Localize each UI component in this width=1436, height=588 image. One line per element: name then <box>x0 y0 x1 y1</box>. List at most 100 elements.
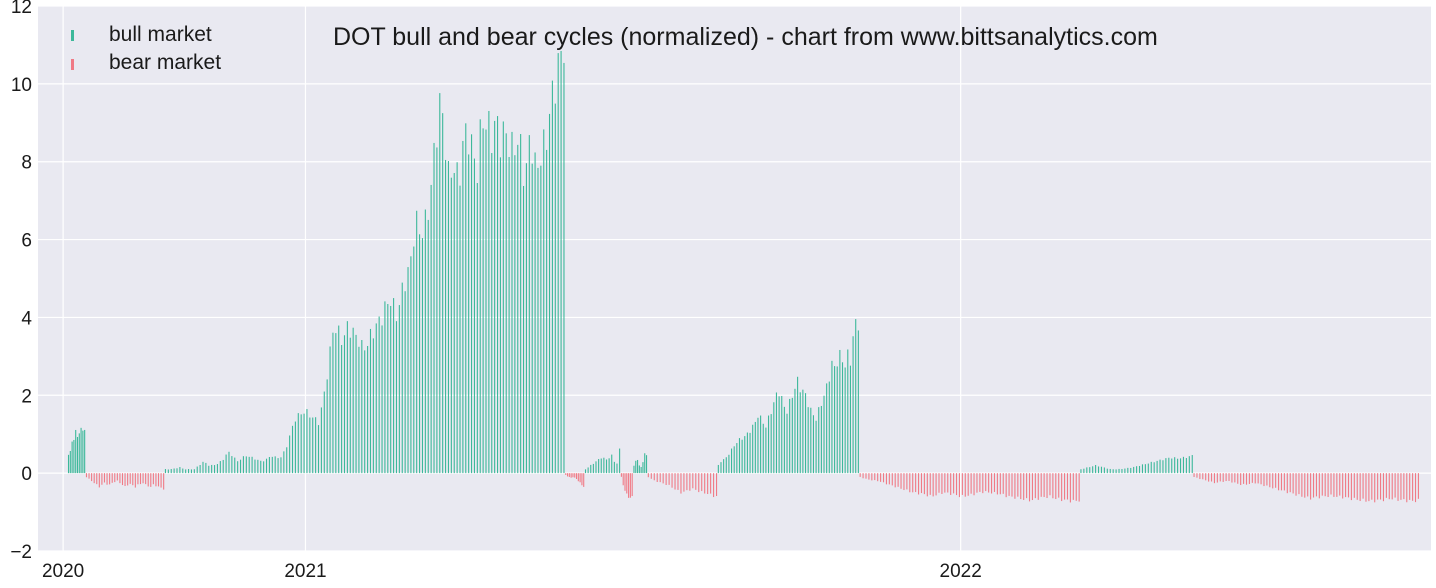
bull-bar <box>479 119 481 474</box>
bear-bar <box>1362 473 1364 499</box>
bear-bar <box>1336 473 1338 497</box>
bear-bar <box>96 473 98 485</box>
bull-bar <box>395 321 398 474</box>
bull-bar <box>836 366 838 474</box>
bull-bar <box>404 291 406 474</box>
bear-bar <box>1275 473 1277 488</box>
bear-bar <box>1251 473 1253 483</box>
bull-bar <box>231 456 233 474</box>
bull-bar <box>381 325 383 474</box>
bear-bar <box>1225 473 1227 482</box>
x-tick-label: 2020 <box>42 561 84 582</box>
bear-bar <box>958 473 960 498</box>
bear-bar <box>1052 473 1054 499</box>
bear-bar <box>918 473 920 495</box>
bull-bar <box>1097 466 1100 474</box>
bear-bar <box>157 473 160 487</box>
bull-bar <box>802 389 804 474</box>
bull-bar <box>372 338 374 474</box>
bull-bar <box>1138 465 1141 474</box>
bull-bar <box>797 376 799 474</box>
bull-bar <box>471 134 473 474</box>
bull-bar <box>193 469 195 474</box>
bear-bar <box>707 473 709 495</box>
bull-bar <box>799 392 801 474</box>
bull-bar <box>1124 468 1126 474</box>
bear-bar <box>713 473 715 498</box>
bull-bar <box>725 457 727 474</box>
bear-bar <box>1037 473 1039 500</box>
bull-bar <box>260 460 262 474</box>
bear-bar <box>620 473 622 477</box>
bull-bar <box>349 337 351 474</box>
bull-bar <box>297 413 299 474</box>
bull-bar <box>1092 466 1094 474</box>
bull-bar <box>723 459 725 474</box>
bull-bar <box>1106 468 1108 474</box>
bear-bar <box>1278 473 1280 491</box>
bear-bar <box>1193 473 1195 477</box>
bull-bar <box>1133 466 1135 474</box>
legend-bear-swatch <box>71 59 74 70</box>
bear-bar <box>1034 473 1036 499</box>
bear-bar <box>577 473 579 482</box>
bull-bar <box>326 379 328 474</box>
chart-title: DOT bull and bear cycles (normalized) - … <box>333 23 1158 51</box>
bear-bar <box>91 473 93 482</box>
bull-bar <box>375 323 377 474</box>
bull-bar <box>361 340 363 474</box>
bull-bar <box>263 461 265 474</box>
bull-bar <box>1109 468 1111 474</box>
bear-bar <box>1403 473 1405 500</box>
bear-bar <box>134 473 136 488</box>
bull-bar <box>807 407 809 474</box>
bull-bar <box>828 381 830 474</box>
bull-bar <box>520 134 522 474</box>
bull-bar <box>717 464 719 474</box>
bull-bar <box>393 298 395 474</box>
bull-bar <box>760 415 762 474</box>
bear-bar <box>1409 473 1411 500</box>
bull-bar <box>265 458 268 474</box>
bear-bar <box>947 473 949 493</box>
bear-bar <box>1388 473 1390 500</box>
bull-bar <box>80 427 82 474</box>
bear-bar <box>1289 473 1291 493</box>
bear-bar <box>1339 473 1341 496</box>
bear-bar <box>1400 473 1402 500</box>
bear-bar <box>1333 473 1335 497</box>
bull-bar <box>741 439 743 474</box>
bear-bar <box>1347 473 1350 498</box>
bear-bar <box>103 473 106 483</box>
bear-bar <box>568 473 570 477</box>
bear-bar <box>575 473 578 480</box>
bull-bar <box>300 414 302 474</box>
bull-bar <box>767 415 770 474</box>
bear-bar <box>98 473 100 488</box>
bear-bar <box>1391 473 1393 500</box>
bear-bar <box>647 473 649 478</box>
bear-bar <box>1205 473 1207 481</box>
bear-bar <box>1327 473 1329 497</box>
bull-bar <box>619 448 621 474</box>
bull-bar <box>358 346 360 474</box>
bear-bar <box>628 473 630 498</box>
bull-bar <box>442 113 444 474</box>
bear-bar <box>1368 473 1370 502</box>
bear-bar <box>692 473 694 489</box>
bull-bar <box>462 140 464 474</box>
bear-bar <box>1237 473 1239 484</box>
bear-bar <box>1397 473 1399 501</box>
bull-bar <box>508 157 510 474</box>
bear-bar <box>1216 473 1218 483</box>
bear-bar <box>704 473 706 494</box>
bull-bar <box>635 460 637 474</box>
bear-bar <box>1234 473 1236 483</box>
bull-bar <box>584 469 587 474</box>
bull-bar <box>378 316 380 474</box>
bull-bar <box>401 282 403 474</box>
bear-bar <box>1359 473 1361 502</box>
bars <box>67 50 1419 503</box>
bear-bar <box>932 473 934 497</box>
bear-bar <box>1321 473 1323 496</box>
